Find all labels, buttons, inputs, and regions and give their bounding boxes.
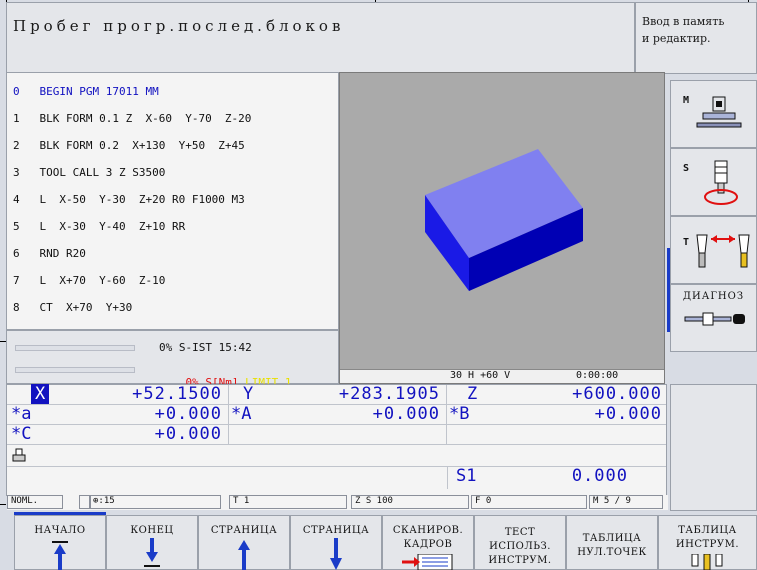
program-line[interactable]: 7 L X+70 Y-60 Z-10: [13, 274, 166, 287]
axis-y-label: Y: [243, 384, 254, 404]
scan-blocks-icon: [402, 554, 453, 570]
blank-indicator: [79, 495, 91, 509]
position-row: *a +0.000 *A +0.000 *B +0.000: [7, 404, 668, 425]
axis-B-label: *B: [449, 404, 470, 424]
axis-z-value: +600.000: [572, 384, 662, 404]
axis-a-label: *a: [11, 404, 32, 424]
axis-A-label: *A: [231, 404, 252, 424]
arrow-down-bar-icon: [144, 538, 160, 567]
program-line[interactable]: 2 BLK FORM 0.2 X+130 Y+50 Z+45: [13, 139, 245, 152]
axis-y-cell[interactable]: Y +283.1905: [229, 384, 447, 405]
arrow-up-icon: [238, 540, 250, 570]
program-line[interactable]: 1 BLK FORM 0.1 Z X-60 Y-70 Z-20: [13, 112, 252, 125]
workpiece-front-face: [425, 195, 469, 291]
frame-line-left: [0, 341, 6, 342]
spindle-s1-value: 0.000: [571, 466, 628, 486]
axis-A-value: +0.000: [372, 404, 440, 424]
program-line[interactable]: 0 BEGIN PGM 17011 MM: [13, 85, 159, 98]
program-line[interactable]: 8 CT X+70 Y+30: [13, 301, 133, 314]
operating-mode-box[interactable]: Ввод в память и редактир.: [635, 2, 757, 74]
softkey-diagnosis[interactable]: ДИАГНОЗ: [670, 284, 757, 352]
axis-y-value: +283.1905: [338, 384, 440, 404]
softkey-tool-change[interactable]: T: [670, 216, 757, 284]
softkey-tool-usage-test[interactable]: ТЕСТ ИСПОЛЬЗ. ИНСТРУМ.: [474, 515, 566, 570]
empty-cell: [229, 425, 447, 445]
spindle-speed-indicator: Z S 100: [351, 495, 469, 509]
program-line[interactable]: 4 L X-50 Y-30 Z+20 R0 F1000 M3: [13, 193, 245, 206]
softkey-page-down[interactable]: СТРАНИЦА: [290, 515, 382, 570]
softkey-spindle[interactable]: S: [670, 148, 757, 216]
axis-a-value: +0.000: [154, 404, 222, 424]
right-status-area: [670, 384, 757, 511]
view-angle: 30 H +60 V: [450, 370, 511, 381]
softkey-begin[interactable]: НАЧАЛО: [14, 515, 106, 570]
arrow-up-bar-icon: [52, 541, 68, 570]
workpiece-side-face: [469, 208, 583, 291]
feed-override-bar: [15, 345, 135, 351]
vertical-softkey-column: M S T ДИАГНОЗ: [670, 72, 757, 384]
axis-x-cell[interactable]: X +52.1500: [7, 384, 229, 405]
program-line[interactable]: 3 TOOL CALL 3 Z S3500: [13, 166, 166, 179]
frame-line-left-bottom: [0, 504, 6, 505]
feed-indicator: F 0: [471, 495, 587, 509]
spindle-icon: [704, 160, 738, 205]
spindle-override-bar: [15, 367, 135, 373]
mode-indicator: NOML.: [7, 495, 63, 509]
softkey-tool-table[interactable]: ТАБЛИЦА ИНСТРУМ.: [658, 515, 757, 570]
spindle-s1-label: S1: [456, 466, 477, 486]
axis-x-label: X: [31, 384, 50, 404]
status-line: NOML. ⊕:15 T 1 Z S 100 F 0 M 5 / 9: [7, 495, 668, 510]
axis-a-cell[interactable]: *a +0.000: [7, 404, 229, 425]
softkey-m-functions[interactable]: M: [670, 80, 757, 148]
tool-number-indicator: ⊕:15: [89, 495, 221, 509]
spindle-status: 0% S-IST 15:42: [159, 341, 252, 354]
tool-indicator: T 1: [229, 495, 347, 509]
axis-c-cell[interactable]: *C +0.000: [7, 424, 229, 445]
diagnosis-icon: [684, 312, 745, 326]
active-softkey-strip: [14, 512, 106, 515]
graphic-simulation-panel[interactable]: 30 H +60 V 0:00:00: [339, 72, 665, 384]
position-row: X +52.1500 Y +283.1905 Z +600.000: [7, 384, 668, 405]
page-title: Пробег прогр.послед.блоков: [13, 17, 345, 35]
axis-B-cell[interactable]: *B +0.000: [447, 404, 668, 425]
position-row: *C +0.000: [7, 424, 666, 445]
m-function-indicator: M 5 / 9: [589, 495, 663, 509]
spindle-s1-cell[interactable]: S1 0.000: [447, 466, 668, 489]
horizontal-softkey-row: НАЧАЛО КОНЕЦ СТРАНИЦА СТРАНИЦА СКАНИРОВ.: [0, 515, 757, 570]
workpiece-top-face: [425, 149, 583, 258]
softkey-datum-table[interactable]: ТАБЛИЦА НУЛ.ТОЧЕК: [566, 515, 658, 570]
machine-table-icon: [696, 96, 742, 128]
graphic-status-bar: 30 H +60 V 0:00:00: [340, 369, 664, 383]
program-panel[interactable]: 0 BEGIN PGM 17011 MM 1 BLK FORM 0.1 Z X-…: [6, 72, 339, 330]
axis-c-label: *C: [11, 424, 32, 444]
softkey-scroll-indicator: [667, 248, 670, 332]
override-status-panel: 0% S-IST 15:42 0% S[Nm] LIMIT 1: [6, 330, 339, 389]
softkey-end[interactable]: КОНЕЦ: [106, 515, 198, 570]
softkey-page-up[interactable]: СТРАНИЦА: [198, 515, 290, 570]
machining-time: 0:00:00: [576, 370, 619, 381]
spindle-row: S1 0.000: [7, 466, 668, 489]
axis-c-value: +0.000: [154, 424, 222, 444]
workpiece-graphic: [425, 149, 583, 291]
tool-table-icon: [691, 554, 722, 570]
title-bar: Пробег прогр.послед.блоков: [6, 2, 635, 74]
axis-z-label: Z: [467, 384, 478, 404]
axis-A-cell[interactable]: *A +0.000: [229, 404, 447, 425]
program-line[interactable]: 6 RND R20: [13, 247, 86, 260]
operating-mode-label: Ввод в память и редактир.: [642, 15, 725, 45]
tool-change-icon: [696, 234, 750, 268]
position-row: [7, 445, 666, 467]
axis-x-value: +52.1500: [132, 384, 222, 404]
axis-B-value: +0.000: [594, 404, 662, 424]
arrow-down-icon: [330, 538, 342, 570]
position-display: X +52.1500 Y +283.1905 Z +600.000 *a +0.…: [6, 384, 668, 510]
axis-z-cell[interactable]: Z +600.000: [447, 384, 668, 405]
workpiece-datum-icon: [12, 448, 26, 462]
program-line[interactable]: 5 L X-30 Y-40 Z+10 RR: [13, 220, 186, 233]
softkey-block-scan[interactable]: СКАНИРОВ. КАДРОВ: [382, 515, 474, 570]
